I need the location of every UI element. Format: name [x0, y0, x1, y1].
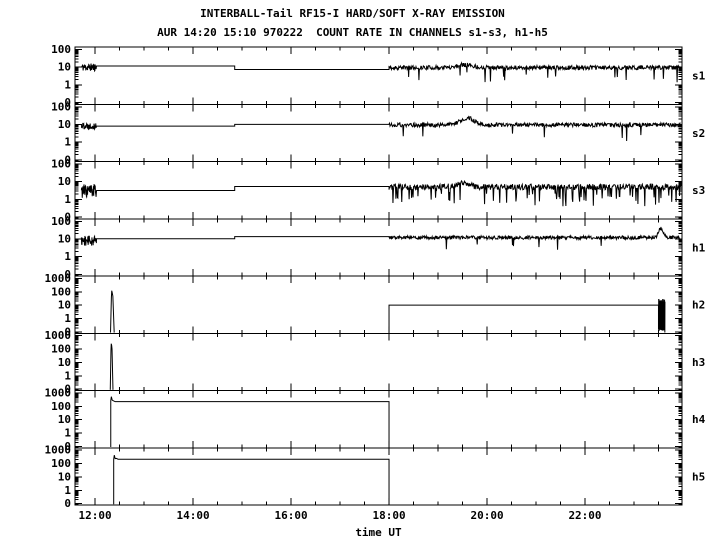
- y-tick-label: 0: [64, 268, 71, 281]
- y-tick-label: 1: [64, 369, 71, 382]
- panel-box-s2: [74, 103, 683, 162]
- panel-box-h1: [74, 218, 683, 277]
- trace-h4: [110, 396, 390, 448]
- x-tick-label: 18:00: [372, 509, 405, 522]
- trace-s2: [80, 115, 681, 141]
- y-tick-label: 100: [51, 285, 71, 298]
- channel-label-h5: h5: [692, 470, 705, 483]
- channel-label-s3: s3: [692, 184, 705, 197]
- channel-label-h1: h1: [692, 241, 706, 254]
- x-tick-label: 12:00: [79, 509, 112, 522]
- chart-title: INTERBALL-Tail RF15-I HARD/SOFT X-RAY EM…: [200, 7, 505, 20]
- panel-box-h5: [74, 447, 683, 506]
- y-tick-label: 10: [58, 470, 71, 483]
- trace-s3: [80, 179, 681, 207]
- y-tick-label: 1: [64, 484, 71, 497]
- y-tick-label: 1000: [45, 272, 72, 285]
- channel-label-h4: h4: [692, 413, 706, 426]
- y-tick-label: 1: [64, 312, 71, 325]
- channel-label-h3: h3: [692, 356, 705, 369]
- y-tick-label: 1000: [45, 386, 72, 399]
- y-tick-label: 100: [51, 43, 71, 56]
- y-tick-label: 1000: [45, 444, 72, 457]
- trace-s1: [81, 61, 681, 83]
- y-tick-label: 1: [64, 427, 71, 440]
- panel-box-s1: [74, 46, 683, 105]
- channel-label-h2: h2: [692, 299, 705, 312]
- y-tick-label: 0: [64, 211, 71, 224]
- y-tick-label: 10: [58, 175, 71, 188]
- panel-box-h2: [74, 275, 683, 334]
- x-tick-label: 16:00: [274, 509, 307, 522]
- x-tick-label: 22:00: [568, 509, 601, 522]
- y-tick-label: 100: [51, 158, 71, 171]
- y-tick-label: 0: [64, 325, 71, 338]
- x-tick-label: 14:00: [177, 509, 210, 522]
- y-tick-label: 100: [51, 100, 71, 113]
- y-tick-label: 100: [51, 343, 71, 356]
- trace-h2: [110, 290, 666, 333]
- y-tick-label: 100: [51, 400, 71, 413]
- y-tick-label: 100: [51, 457, 71, 470]
- y-tick-label: 0: [64, 497, 71, 510]
- y-tick-label: 1: [64, 193, 71, 206]
- channel-label-s2: s2: [692, 127, 705, 140]
- trace-h3: [109, 343, 114, 390]
- y-tick-label: 100: [51, 215, 71, 228]
- y-tick-label: 1: [64, 250, 71, 263]
- panel-box-h4: [74, 390, 683, 449]
- y-tick-label: 10: [58, 413, 71, 426]
- x-axis-title: time UT: [355, 526, 402, 539]
- y-tick-label: 1: [64, 78, 71, 91]
- y-tick-label: 0: [64, 440, 71, 453]
- y-tick-label: 0: [64, 153, 71, 166]
- trace-h1: [80, 226, 681, 250]
- channel-label-s1: s1: [692, 70, 706, 83]
- y-tick-label: 10: [58, 61, 71, 74]
- x-tick-label: 20:00: [470, 509, 503, 522]
- y-tick-label: 1: [64, 136, 71, 149]
- x-axis-labels: 12:00 14:00 16:00 18:00 20:00 22:00 time UT: [79, 509, 602, 539]
- y-tick-label: 10: [58, 299, 71, 312]
- y-tick-label: 0: [64, 96, 71, 109]
- y-tick-label: 10: [58, 356, 71, 369]
- y-tick-label: 1000: [45, 329, 72, 342]
- trace-h5: [113, 455, 390, 505]
- y-tick-label: 10: [58, 232, 71, 245]
- panel-box-h3: [74, 332, 683, 391]
- y-tick-label: 10: [58, 118, 71, 131]
- chart-subtitle: AUR 14:20 15:10 970222 COUNT RATE IN CHA…: [157, 26, 548, 39]
- y-tick-label: 0: [64, 383, 71, 396]
